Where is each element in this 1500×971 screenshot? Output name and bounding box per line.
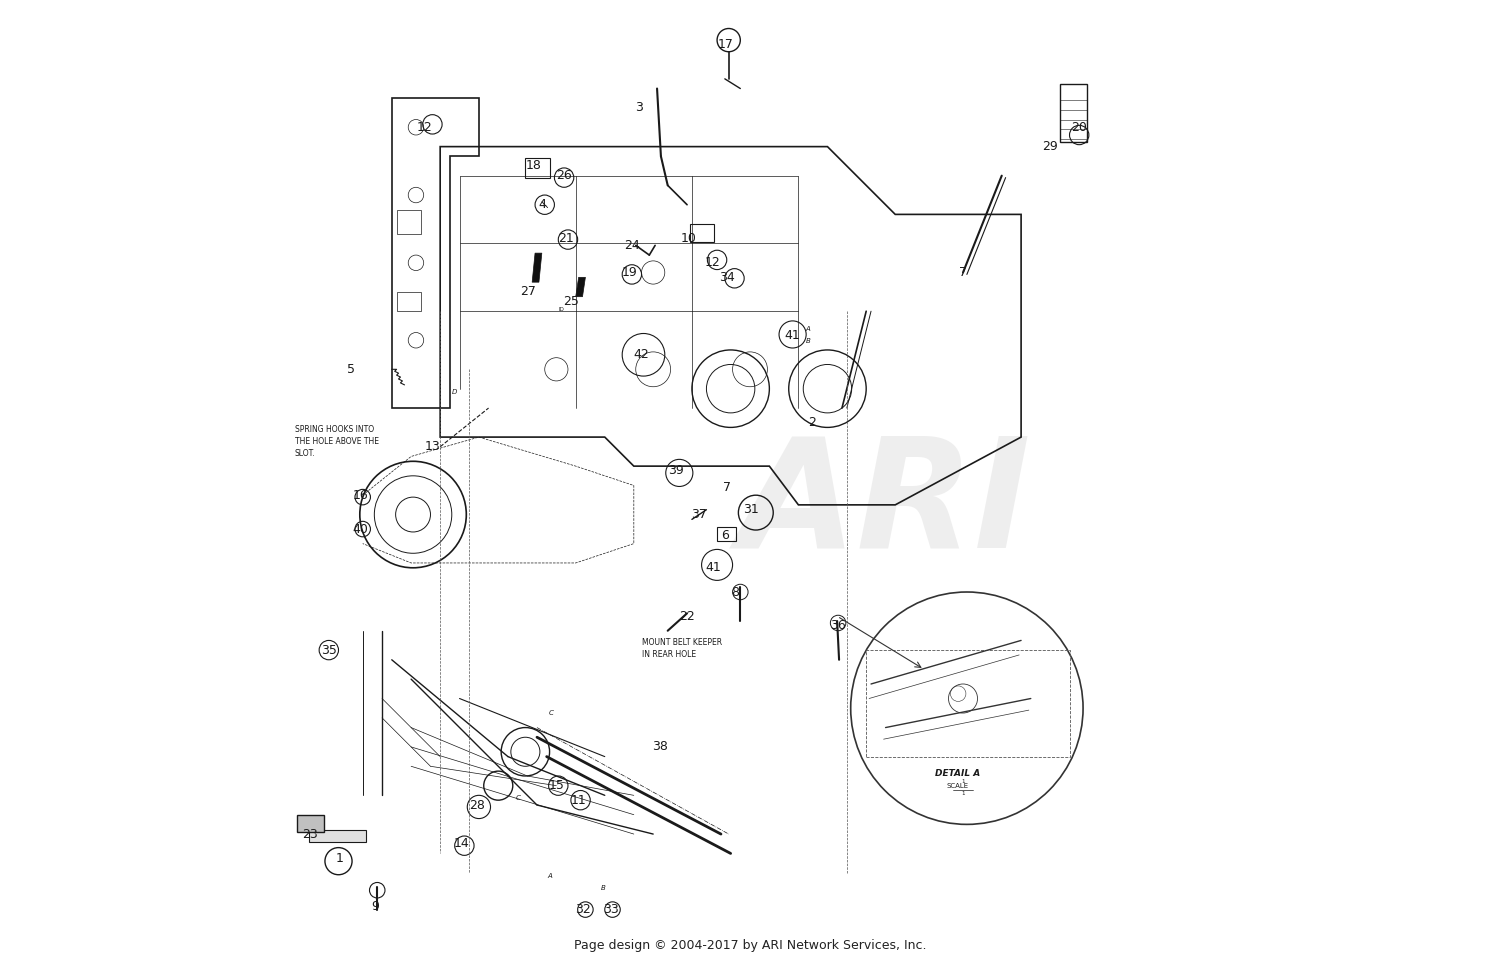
- Text: 22: 22: [680, 610, 694, 622]
- Text: 9: 9: [372, 900, 380, 913]
- Text: 18: 18: [526, 159, 542, 173]
- Text: DETAIL A: DETAIL A: [934, 769, 980, 778]
- Text: 19: 19: [622, 266, 638, 279]
- Text: D: D: [452, 388, 458, 394]
- Text: B: B: [806, 338, 810, 344]
- Text: 42: 42: [633, 349, 650, 361]
- Text: 16: 16: [352, 488, 369, 502]
- Text: 41: 41: [784, 329, 801, 342]
- Text: 31: 31: [742, 503, 759, 517]
- Text: 12: 12: [417, 120, 432, 134]
- Text: 10: 10: [681, 232, 698, 245]
- Text: ARI: ARI: [740, 430, 1032, 580]
- Bar: [309, 830, 366, 842]
- Text: A: A: [548, 873, 552, 879]
- Text: 11: 11: [570, 793, 586, 807]
- Text: 1: 1: [336, 852, 344, 865]
- Text: 23: 23: [303, 827, 318, 841]
- Text: 29: 29: [1042, 140, 1058, 153]
- Bar: [396, 210, 422, 234]
- Text: 7: 7: [723, 481, 730, 494]
- Text: B: B: [600, 886, 604, 891]
- Text: 13: 13: [424, 440, 441, 453]
- Text: A: A: [806, 325, 810, 331]
- Bar: [717, 527, 736, 541]
- Text: 5: 5: [346, 363, 355, 376]
- Text: 3: 3: [634, 101, 642, 115]
- Text: 38: 38: [652, 741, 668, 753]
- Text: 37: 37: [690, 508, 706, 521]
- Text: 1: 1: [962, 779, 964, 784]
- Text: 2: 2: [808, 416, 816, 429]
- Text: 39: 39: [669, 464, 684, 478]
- Text: SPRING HOOKS INTO
THE HOLE ABOVE THE
SLOT.: SPRING HOOKS INTO THE HOLE ABOVE THE SLO…: [296, 425, 380, 458]
- Text: 17: 17: [718, 39, 734, 51]
- Text: 35: 35: [321, 644, 338, 656]
- Text: 34: 34: [718, 271, 735, 284]
- Text: 7: 7: [958, 266, 968, 279]
- Text: 8: 8: [732, 586, 740, 598]
- Text: 4: 4: [538, 198, 546, 212]
- Text: 20: 20: [1071, 120, 1088, 134]
- Bar: [1060, 84, 1088, 142]
- Text: 28: 28: [470, 798, 484, 812]
- Text: 6: 6: [722, 529, 729, 543]
- Text: ID: ID: [558, 307, 564, 313]
- Bar: [297, 815, 324, 832]
- Text: 25: 25: [562, 295, 579, 308]
- Bar: [865, 651, 1070, 756]
- Text: 21: 21: [558, 232, 574, 245]
- Polygon shape: [576, 278, 585, 297]
- Text: 27: 27: [520, 285, 536, 298]
- Polygon shape: [532, 253, 542, 283]
- Text: 40: 40: [352, 522, 369, 536]
- Text: 14: 14: [453, 837, 470, 851]
- Text: MOUNT BELT KEEPER
IN REAR HOLE: MOUNT BELT KEEPER IN REAR HOLE: [642, 639, 722, 659]
- Text: 41: 41: [705, 561, 722, 574]
- Bar: [690, 224, 714, 242]
- Text: 24: 24: [624, 239, 640, 251]
- Text: C: C: [516, 795, 520, 801]
- Text: C: C: [549, 710, 554, 716]
- Bar: [525, 158, 549, 178]
- Text: SCALE: SCALE: [946, 783, 969, 788]
- Text: 36: 36: [830, 619, 846, 632]
- Text: Page design © 2004-2017 by ARI Network Services, Inc.: Page design © 2004-2017 by ARI Network S…: [573, 939, 926, 952]
- Text: 26: 26: [556, 169, 572, 183]
- Text: 15: 15: [549, 779, 564, 792]
- Text: 1: 1: [962, 791, 964, 796]
- Text: 32: 32: [574, 903, 591, 916]
- Text: 12: 12: [705, 256, 720, 269]
- Bar: [396, 292, 422, 312]
- Text: 33: 33: [603, 903, 618, 916]
